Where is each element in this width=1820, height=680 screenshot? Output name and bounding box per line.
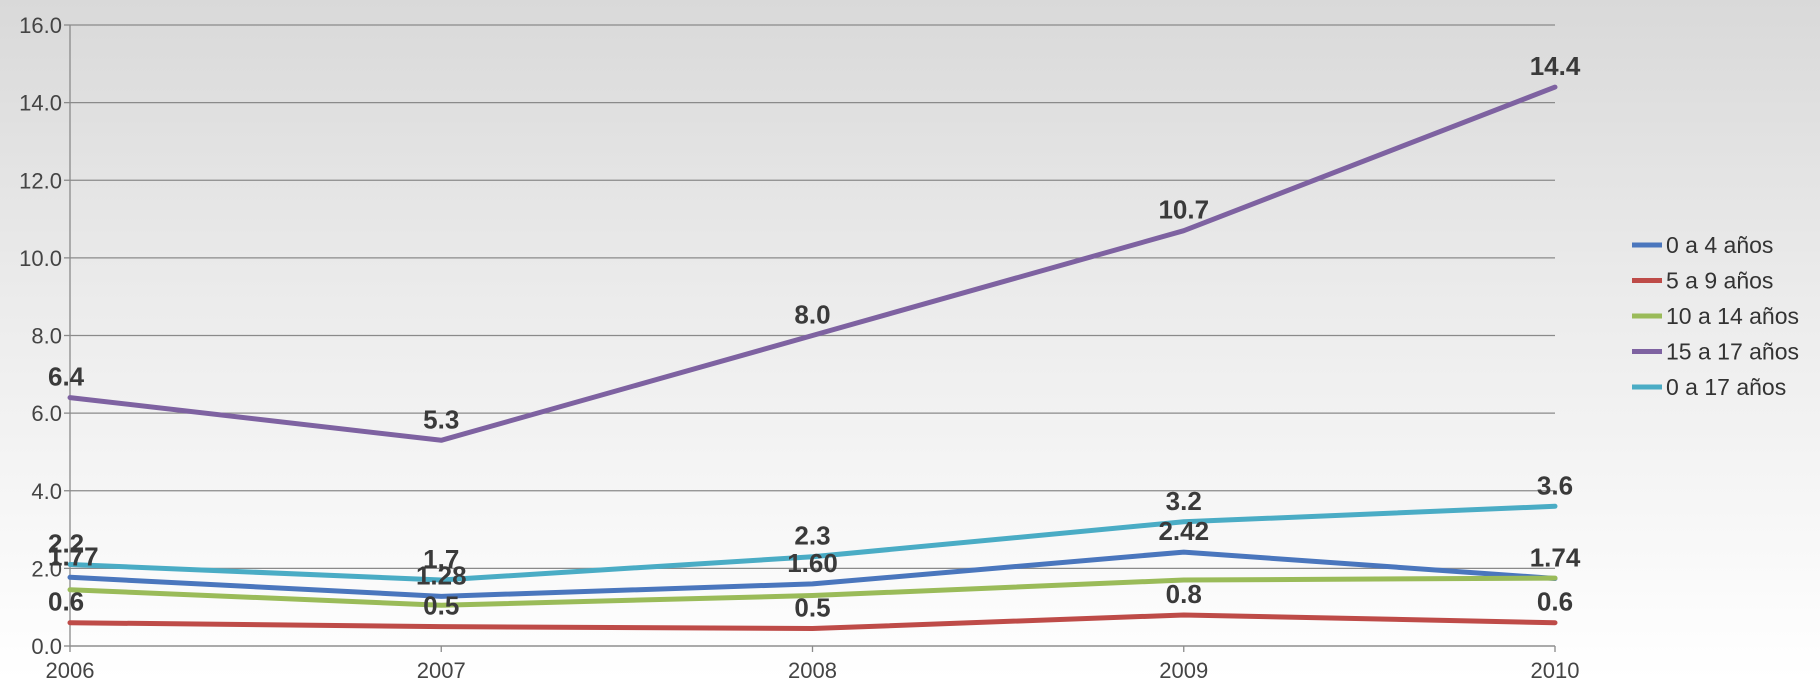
data-label: 0.5 <box>794 593 830 623</box>
legend-label: 15 a 17 años <box>1666 339 1799 365</box>
x-tick-label: 2010 <box>1531 658 1580 680</box>
x-tick-label: 2009 <box>1159 658 1208 680</box>
legend-label: 10 a 14 años <box>1666 303 1799 329</box>
data-label: 8.0 <box>794 300 830 330</box>
legend: 0 a 4 años 5 a 9 años 10 a 14 años 15 a 17 … <box>1632 232 1799 400</box>
data-label: 1.74 <box>1530 542 1581 572</box>
data-label: 0.5 <box>423 591 459 621</box>
data-label: 6.4 <box>48 362 85 392</box>
data-labels: 1.77 1.28 1.60 2.42 1.74 0.6 0.5 0.5 0.8 0.6 6.4 5.… <box>48 51 1581 622</box>
data-label: 5.3 <box>423 404 459 434</box>
data-label: 10.7 <box>1158 195 1209 225</box>
series-line <box>67 84 1558 443</box>
data-label: 1.77 <box>48 541 99 571</box>
y-tick-label: 8.0 <box>31 324 62 349</box>
y-tick-label: 0.0 <box>31 634 62 659</box>
data-label: 2.42 <box>1158 516 1209 546</box>
axes: 0.0 2.0 4.0 6.0 8.0 10.0 12.0 14.0 16.0 2006 2007 2… <box>19 13 1579 680</box>
legend-label: 5 a 9 años <box>1666 268 1773 294</box>
y-tick-label: 16.0 <box>19 13 62 38</box>
series-line <box>67 503 1558 583</box>
series-lines <box>67 84 1558 632</box>
data-label: 2.3 <box>794 521 830 551</box>
data-label: 1.60 <box>787 548 838 578</box>
data-label: 3.2 <box>1166 486 1202 516</box>
series-line <box>67 549 1558 599</box>
data-label: 1.28 <box>416 560 467 590</box>
series-line <box>67 575 1558 608</box>
data-label: 0.6 <box>48 587 84 617</box>
x-tick-label: 2008 <box>788 658 837 680</box>
y-tick-label: 10.0 <box>19 246 62 271</box>
legend-label: 0 a 4 años <box>1666 232 1773 258</box>
data-label: 0.8 <box>1166 579 1202 609</box>
data-label: 2.2 <box>48 528 84 558</box>
data-label: 1.7 <box>423 544 459 574</box>
legend-label: 0 a 17 años <box>1666 374 1786 400</box>
y-tick-label: 2.0 <box>31 556 62 581</box>
y-tick-label: 12.0 <box>19 168 62 193</box>
y-tick-label: 4.0 <box>31 479 62 504</box>
y-tick-label: 6.0 <box>31 401 62 426</box>
data-label: 14.4 <box>1530 51 1581 81</box>
data-label: 3.6 <box>1537 470 1573 500</box>
data-label: 0.6 <box>1537 587 1573 617</box>
x-tick-label: 2006 <box>46 658 95 680</box>
series-line <box>67 612 1558 632</box>
y-tick-label: 14.0 <box>19 91 62 116</box>
x-tick-label: 2007 <box>417 658 466 680</box>
